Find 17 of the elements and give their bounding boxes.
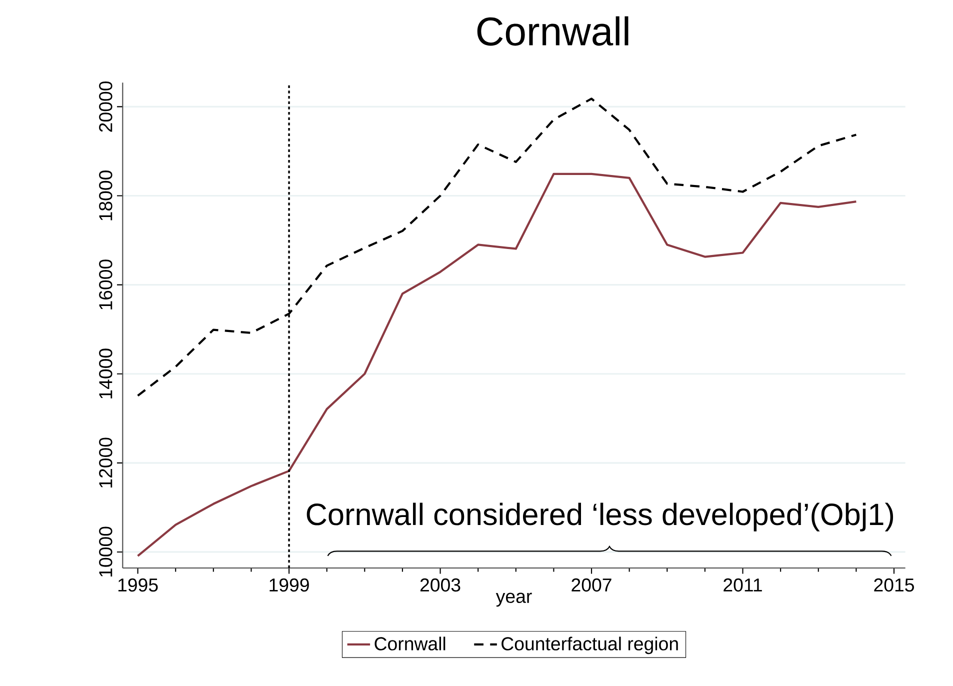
x-tick-label: 2007 [572,578,612,592]
legend-label: Counterfactual region [502,636,678,654]
y-tick-label: 20000 [99,81,112,132]
x-tick-label: 1995 [118,578,158,592]
x-axis-title: year [496,592,532,607]
x-tick-label: 2011 [724,578,762,592]
x-tick-label: 1999 [270,578,309,592]
x-tick-label: 2015 [874,578,914,592]
annotation: Cornwall considered ‘less developed’(Obj1) [306,502,894,532]
y-tick-label: 14000 [99,348,112,398]
y-tick-label: 16000 [99,260,112,310]
legend-label: Cornwall [374,636,446,650]
x-tick-label: 2003 [420,578,460,592]
y-tick-label: 12000 [99,438,112,488]
y-tick-label: 18000 [99,170,112,220]
y-tick-label: 10000 [99,526,112,577]
chart-title: Cornwall [477,16,628,46]
